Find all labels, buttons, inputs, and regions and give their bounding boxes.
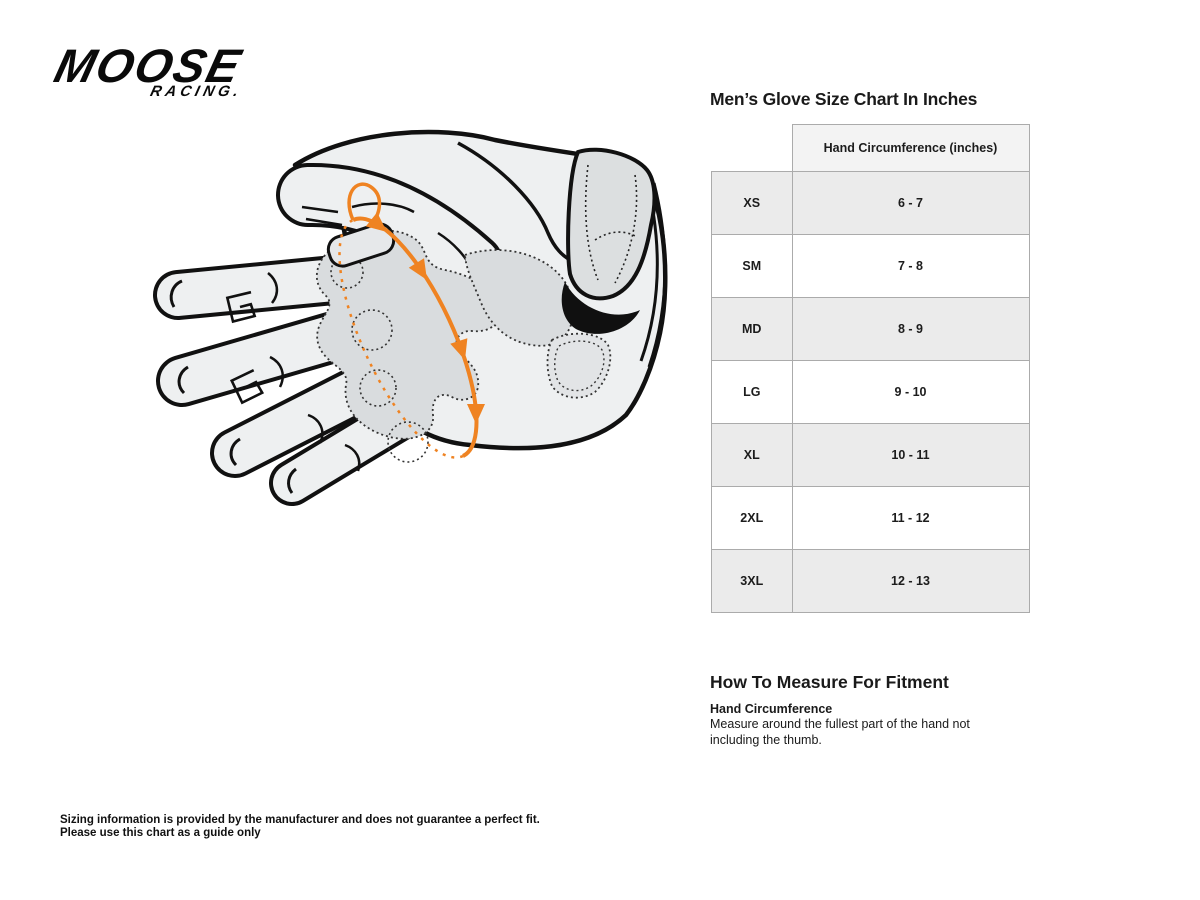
size-label: SM	[711, 234, 793, 298]
measure-section: How To Measure For Fitment Hand Circumfe…	[710, 672, 1020, 748]
size-value: 11 - 12	[791, 486, 1030, 550]
strap-shadow	[561, 282, 640, 334]
glove-diagram-svg	[153, 129, 668, 506]
table-row: XS 6 - 7	[711, 171, 1030, 235]
size-label: XL	[711, 423, 793, 487]
brand-logo-subtext: RACING.	[53, 83, 245, 100]
palm-padding	[315, 229, 574, 463]
size-chart-title: Men’s Glove Size Chart In Inches	[710, 89, 978, 109]
size-value: 7 - 8	[791, 234, 1030, 298]
table-row: LG 9 - 10	[711, 360, 1030, 424]
brand-logo: MOOSE RACING.	[50, 39, 261, 121]
size-value: 8 - 9	[791, 297, 1030, 361]
table-row: XL 10 - 11	[711, 423, 1030, 487]
size-label: 3XL	[711, 549, 793, 613]
table-column-header: Hand Circumference (inches)	[791, 124, 1030, 172]
table-corner-cell	[711, 124, 792, 172]
size-value: 12 - 13	[791, 549, 1030, 613]
size-value: 6 - 7	[791, 171, 1030, 235]
wrist-strap	[561, 147, 657, 334]
size-label: XS	[711, 171, 793, 235]
size-label: 2XL	[711, 486, 793, 550]
size-chart-table: Hand Circumference (inches) XS 6 - 7 SM …	[711, 124, 1030, 613]
size-value: 10 - 11	[791, 423, 1030, 487]
measurement-arc-dashed	[338, 218, 464, 459]
cuff-patch	[546, 332, 612, 399]
table-row: 2XL 11 - 12	[711, 486, 1030, 550]
size-label: MD	[711, 297, 793, 361]
finger-detail-lines	[169, 272, 361, 494]
glove-illustration	[140, 115, 700, 515]
measure-body: Measure around the fullest part of the h…	[710, 717, 970, 747]
measurement-line	[338, 182, 485, 459]
table-row: SM 7 - 8	[711, 234, 1030, 298]
brand-logo-text: MOOSE	[49, 39, 248, 92]
table-row: MD 8 - 9	[711, 297, 1030, 361]
disclaimer-line-1: Sizing information is provided by the ma…	[60, 814, 540, 826]
hand-crease-line	[457, 141, 577, 265]
table-row: 3XL 12 - 13	[711, 549, 1030, 613]
measure-subtitle: Hand Circumference	[710, 702, 833, 716]
disclaimer: Sizing information is provided by the ma…	[60, 814, 540, 840]
size-value: 9 - 10	[791, 360, 1030, 424]
size-label: LG	[711, 360, 793, 424]
logo-cut-line	[49, 106, 261, 109]
finger-logo-mark	[225, 290, 265, 405]
measurement-arrowheads	[365, 212, 485, 424]
measure-title: How To Measure For Fitment	[710, 672, 949, 692]
pad-stitch-circles	[330, 255, 429, 463]
disclaimer-line-2: Please use this chart as a guide only	[60, 827, 261, 839]
